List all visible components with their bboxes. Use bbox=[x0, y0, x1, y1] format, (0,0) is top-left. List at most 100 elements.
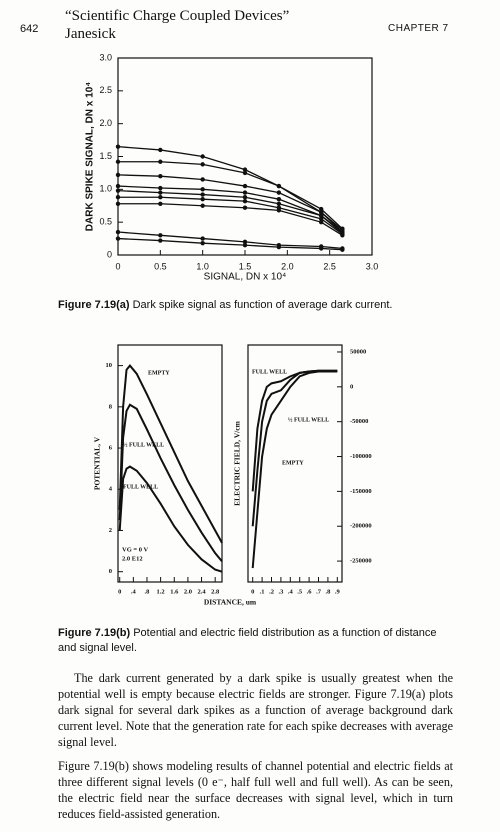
y-tick-label: -250000 bbox=[350, 558, 372, 565]
x-tick-label: .7 bbox=[316, 588, 322, 595]
y-tick-label: 2 bbox=[109, 527, 112, 534]
plot-frame bbox=[247, 344, 343, 583]
y-tick-label: -200000 bbox=[350, 523, 372, 530]
data-point bbox=[200, 154, 205, 159]
x-tick-label: 1.2 bbox=[157, 588, 165, 595]
x-tick-label: 2.0 bbox=[281, 261, 294, 271]
series-line bbox=[117, 185, 343, 233]
chart: 0 2 4 6 8 10 0 .4 .8 1.2 1.6 2.0 2.4 2.8 POTENTIAL, V D… bbox=[93, 344, 257, 607]
data-point bbox=[319, 246, 324, 251]
caption-label: Figure 7.19(a) bbox=[58, 299, 130, 311]
y-tick-label: 1.5 bbox=[99, 151, 112, 161]
book-title: “Scientific Charge Coupled Devices” bbox=[65, 8, 290, 24]
data-point bbox=[242, 167, 248, 172]
data-point bbox=[200, 177, 205, 182]
x-tick-label: 1.5 bbox=[239, 261, 252, 271]
y-tick-label: 4 bbox=[109, 486, 113, 493]
series-label: ½ FULL WELL bbox=[288, 416, 329, 423]
x-tick-label: 0 bbox=[251, 588, 254, 595]
y-tick-label: -150000 bbox=[350, 488, 372, 495]
chart: 50000 0 -50000 -100000 -150000 -200000 -250000… bbox=[233, 344, 372, 595]
data-point bbox=[242, 170, 248, 176]
x-tick-label: 2.0 bbox=[184, 588, 192, 595]
data-point bbox=[276, 190, 282, 195]
y-tick-label: -100000 bbox=[350, 453, 372, 460]
x-tick-label: .9 bbox=[335, 588, 341, 595]
data-point bbox=[115, 236, 121, 241]
plot-frame bbox=[117, 344, 223, 583]
data-point bbox=[276, 208, 282, 213]
x-tick-label: 3.0 bbox=[366, 261, 379, 271]
x-tick-label: .8 bbox=[145, 588, 151, 595]
x-tick-label: .5 bbox=[297, 588, 303, 595]
data-point bbox=[158, 238, 163, 243]
y-tick-label: 0.5 bbox=[99, 217, 112, 227]
y-tick-label: 2.5 bbox=[99, 85, 112, 95]
data-point bbox=[158, 185, 163, 191]
y-axis-label: POTENTIAL, V bbox=[93, 436, 102, 490]
x-tick-label: .8 bbox=[325, 588, 331, 595]
x-tick-label: 1.6 bbox=[170, 588, 179, 595]
y-axis-label: ELECTRIC FIELD, V/cm bbox=[233, 420, 242, 505]
data-point bbox=[242, 183, 248, 189]
data-point bbox=[115, 201, 121, 206]
data-point bbox=[319, 216, 324, 222]
y-tick-label: 1.0 bbox=[99, 184, 112, 194]
data-point bbox=[319, 219, 324, 225]
data-point bbox=[115, 195, 121, 200]
x-tick-label: .4 bbox=[131, 588, 137, 595]
caption-b: Figure 7.19(b) Potential and electric fi… bbox=[58, 626, 453, 656]
x-tick-label: .1 bbox=[260, 588, 265, 595]
chart: 0 0.5 1.0 1.5 2.0 2.5 3.0 0 0.5 1.0 1.5 2.0 2.5 3.0 DA… bbox=[85, 52, 379, 282]
data-point bbox=[340, 247, 345, 252]
data-point bbox=[115, 159, 121, 164]
data-point bbox=[200, 203, 205, 208]
caption-a: Figure 7.19(a) Dark spike signal as func… bbox=[58, 298, 453, 313]
data-point bbox=[158, 190, 163, 195]
page-number: 642 bbox=[20, 23, 39, 35]
data-point bbox=[115, 183, 121, 189]
y-axis-label: DARK SPIKE SIGNAL, DN x 10⁴ bbox=[85, 82, 96, 231]
data-point bbox=[200, 236, 205, 241]
data-point bbox=[200, 162, 205, 167]
data-point bbox=[319, 206, 324, 212]
caption-text: Dark spike signal as function of average… bbox=[132, 299, 393, 311]
series-line bbox=[251, 369, 338, 527]
series-line bbox=[251, 370, 338, 569]
data-point bbox=[276, 183, 282, 189]
data-point bbox=[158, 159, 163, 164]
chapter: CHAPTER 7 bbox=[388, 23, 449, 34]
y-tick-label: 0 bbox=[109, 568, 112, 575]
data-point bbox=[242, 205, 248, 210]
caption-label: Figure 7.19(b) bbox=[58, 627, 131, 639]
y-tick-label: 3.0 bbox=[99, 52, 112, 62]
data-point bbox=[115, 188, 121, 193]
data-point bbox=[200, 196, 205, 202]
data-point bbox=[319, 210, 324, 215]
data-point bbox=[200, 187, 205, 192]
x-tick-label: 0 bbox=[115, 261, 120, 271]
series-line bbox=[118, 203, 343, 236]
y-tick-label: 8 bbox=[109, 403, 113, 410]
series-line bbox=[118, 465, 223, 573]
caption-text: Potential and electric field distributio… bbox=[58, 627, 437, 654]
data-point bbox=[200, 240, 205, 246]
series-label: FULL WELL bbox=[123, 484, 158, 490]
x-tick-label: .6 bbox=[307, 588, 313, 595]
y-tick-label: 6 bbox=[109, 445, 113, 452]
data-point bbox=[340, 233, 345, 238]
series-label: ½ FULL WELL bbox=[123, 441, 164, 448]
series-line bbox=[118, 403, 223, 563]
paragraph: The dark current generated by a dark spi… bbox=[58, 671, 453, 749]
data-point bbox=[158, 174, 163, 179]
data-point bbox=[242, 195, 248, 200]
data-point bbox=[158, 195, 163, 200]
y-tick-label: 0 bbox=[350, 383, 353, 390]
data-point bbox=[115, 229, 121, 235]
y-tick-label: 0 bbox=[107, 249, 112, 259]
data-point bbox=[115, 144, 121, 149]
x-tick-label: .2 bbox=[269, 588, 274, 595]
data-point bbox=[158, 147, 163, 153]
